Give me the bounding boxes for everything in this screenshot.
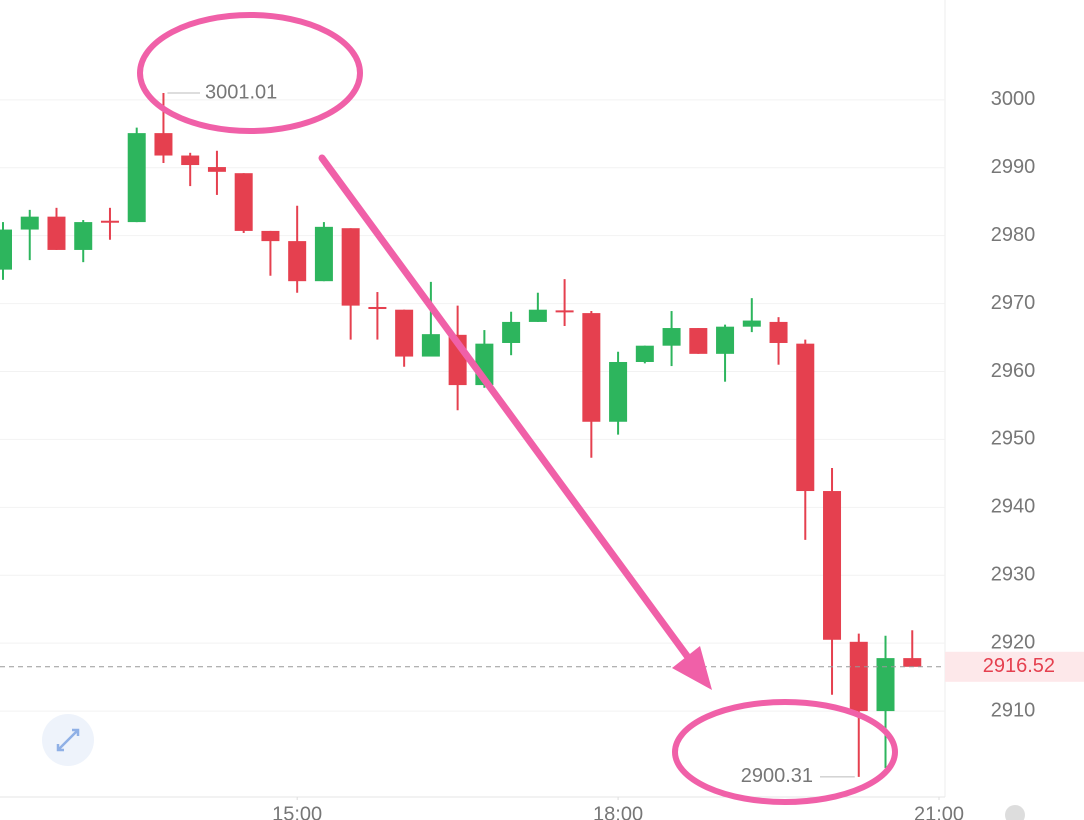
candle-body <box>234 173 253 231</box>
highlight-ellipse <box>672 699 898 805</box>
x-tick-label: 15:00 <box>272 803 322 820</box>
candle-body <box>47 216 66 250</box>
candle-body <box>421 334 440 357</box>
candle-body <box>662 328 681 346</box>
candle-body <box>341 228 360 306</box>
candle-body <box>849 641 868 712</box>
candle-body <box>769 321 788 343</box>
low-annotation: 2900.31 <box>741 765 813 787</box>
candle-body <box>261 230 280 242</box>
k-button[interactable] <box>1005 805 1025 820</box>
arrow-head <box>672 646 712 690</box>
candle-body <box>716 326 735 354</box>
k-icon <box>1005 805 1025 820</box>
y-tick-label: 2940 <box>991 496 1036 518</box>
x-tick-label: 21:00 <box>914 803 964 820</box>
high-annotation: 3001.01 <box>205 81 277 103</box>
candle-body <box>100 220 119 223</box>
expand-icon <box>56 728 80 752</box>
candle-body <box>395 309 414 357</box>
candle-body <box>314 226 333 282</box>
trend-arrow <box>318 154 694 664</box>
candle-body <box>876 658 895 712</box>
y-tick-label: 2920 <box>991 631 1036 653</box>
candle-body <box>742 320 761 327</box>
x-tick-label: 18:00 <box>593 803 643 820</box>
y-tick-label: 2910 <box>991 699 1036 721</box>
y-tick-label: 3000 <box>991 88 1036 110</box>
candle-body <box>127 133 146 223</box>
candle-body <box>823 491 842 640</box>
candle-body <box>74 222 93 250</box>
candle-body <box>903 658 922 667</box>
candle-body <box>635 345 654 362</box>
y-tick-label: 2930 <box>991 564 1036 586</box>
candle-body <box>582 313 601 422</box>
candle-body <box>502 321 521 343</box>
candle-body <box>288 241 307 282</box>
candle-body <box>796 343 815 492</box>
y-tick-label: 2980 <box>991 224 1036 246</box>
candle-body <box>154 133 173 156</box>
candle-body <box>0 229 12 270</box>
annotation-overlay <box>137 12 898 805</box>
y-tick-label: 2960 <box>991 360 1036 382</box>
y-tick-label: 2950 <box>991 428 1036 450</box>
candle-body <box>609 361 628 422</box>
last-price-label: 2916.52 <box>983 655 1055 677</box>
highlight-ellipse <box>137 12 363 134</box>
candle-body <box>181 155 200 166</box>
y-tick-label: 2990 <box>991 156 1036 178</box>
last-price-tag <box>945 651 1084 682</box>
candle-body <box>689 328 708 354</box>
expand-button[interactable] <box>42 714 94 766</box>
candle-body <box>555 310 574 313</box>
candle-body <box>368 306 387 310</box>
candle-body <box>207 167 226 172</box>
y-tick-label: 2970 <box>991 292 1036 314</box>
candle-body <box>20 216 39 230</box>
candle-body <box>528 309 547 322</box>
